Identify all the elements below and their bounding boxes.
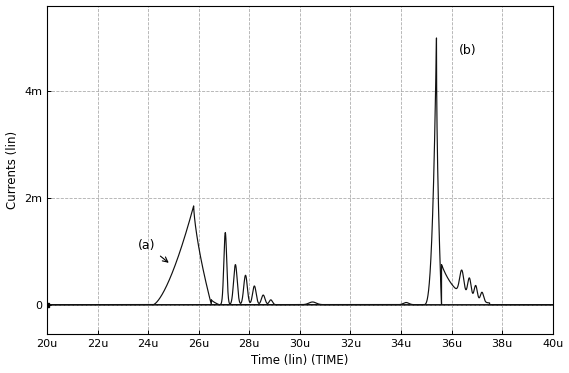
Text: (b): (b): [459, 44, 477, 57]
Text: (a): (a): [138, 239, 168, 262]
X-axis label: Time (lin) (TIME): Time (lin) (TIME): [251, 354, 349, 367]
Y-axis label: Currents (lin): Currents (lin): [6, 131, 19, 209]
